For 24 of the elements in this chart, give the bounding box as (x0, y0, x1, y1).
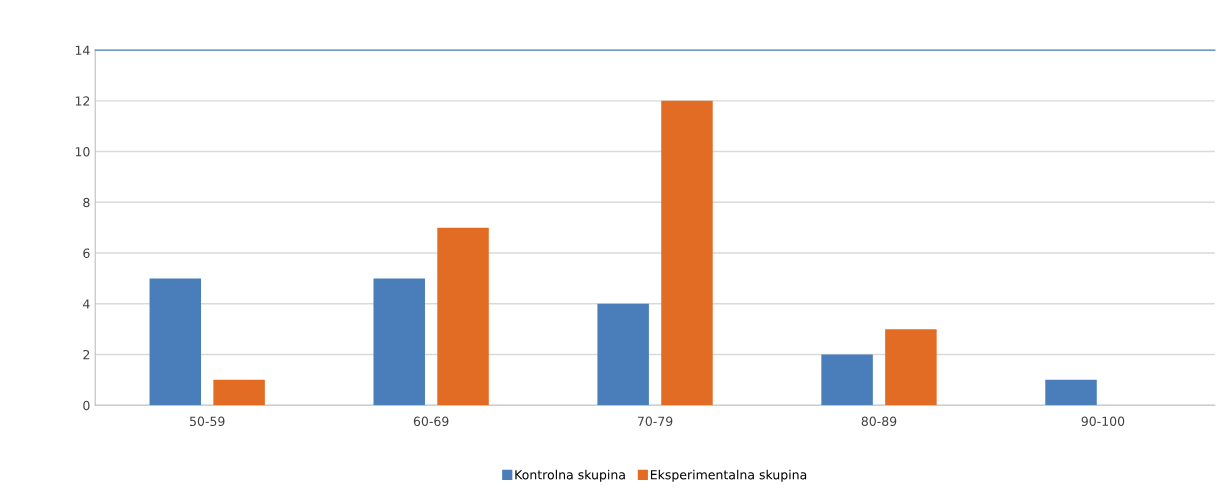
y-tick-label: 8 (83, 197, 90, 208)
y-tick-label: 2 (83, 349, 90, 360)
bar (597, 303, 649, 406)
y-tick-label: 10 (75, 147, 90, 157)
legend-label: Eksperimentalna skupina (650, 469, 807, 482)
bar (437, 227, 489, 406)
x-tick-label: 60-69 (413, 416, 449, 427)
bar (373, 278, 425, 406)
bar (213, 379, 265, 406)
x-tick-label: 50-59 (190, 416, 225, 427)
bar (1045, 379, 1097, 406)
bar (661, 100, 713, 406)
y-tick-label: 4 (83, 299, 90, 309)
x-tick-label: 70-79 (637, 416, 673, 427)
y-tick-label: 14 (75, 45, 90, 55)
x-tick-label: 90-100 (1081, 416, 1125, 427)
bar (885, 329, 937, 406)
y-tick-label: 0 (83, 400, 90, 411)
legend-label: Kontrolna skupina (515, 469, 625, 482)
x-tick-label: 80-89 (861, 416, 897, 427)
y-tick-label: 6 (83, 248, 90, 258)
y-tick-label: 12 (75, 96, 90, 106)
bar (149, 278, 202, 406)
bar (821, 354, 873, 406)
